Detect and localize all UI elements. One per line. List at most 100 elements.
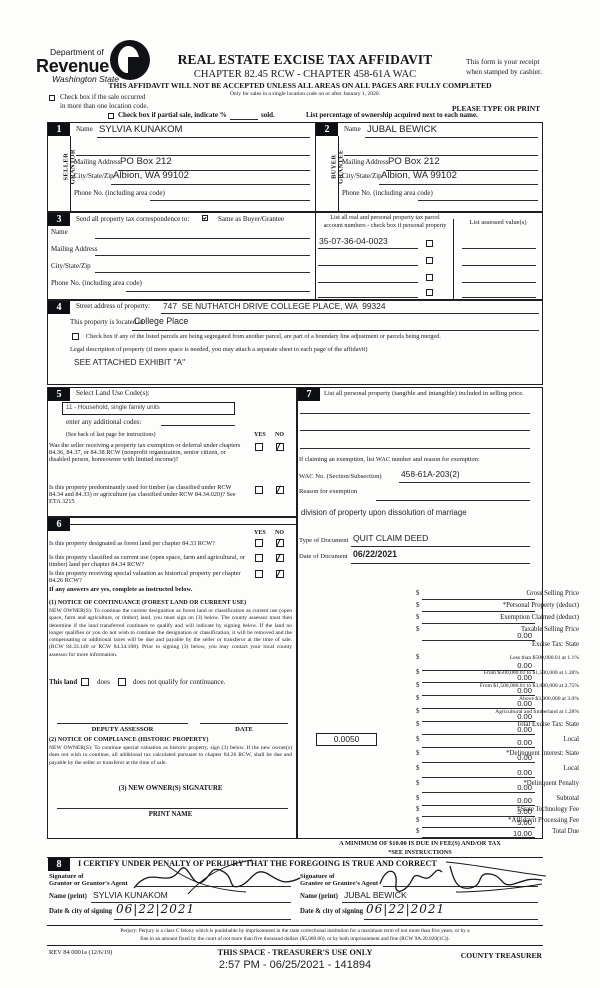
parcel-account-line-3[interactable] [318, 297, 418, 298]
assessed-value-line-2[interactable] [462, 282, 536, 283]
tax-label-14: *Delinquent Penalty [523, 780, 579, 787]
corr-citystatezip-line[interactable] [95, 272, 310, 273]
tax-dollar-5: $ [416, 654, 420, 661]
partial-sale-value-line[interactable] [230, 119, 258, 120]
tax-line-6[interactable] [422, 682, 535, 683]
section-6-q0-yes-checkbox[interactable] [255, 539, 263, 547]
section-8-number: 8 [48, 858, 70, 871]
parcel-header-line1: List all real and personal property tax … [330, 214, 440, 221]
reason-value[interactable]: division of property upon dissolution of… [301, 508, 467, 517]
partial-sale-checkbox[interactable] [108, 113, 114, 119]
section-5-q1-yes-checkbox[interactable] [255, 486, 263, 494]
parcel-header-line2: account numbers - check box if personal … [323, 222, 447, 229]
section-6-q1-yes-checkbox[interactable] [255, 554, 263, 562]
date-of-document-value[interactable]: 06/22/2021 [353, 549, 398, 559]
corr-name-line[interactable] [95, 238, 310, 239]
tax-value-13: 0.00 [517, 768, 532, 777]
personal-property-checkbox-3[interactable] [426, 289, 433, 296]
seller-name-value[interactable]: SYLVIA KUNAKOM [99, 124, 183, 135]
tax-line-2[interactable] [422, 623, 535, 624]
grantee-date-value[interactable]: 06|22|2021 [366, 902, 446, 916]
section-6-q0-no-checkbox[interactable] [276, 539, 284, 547]
additional-codes-line[interactable] [161, 425, 235, 426]
located-in-value[interactable]: College Place [134, 316, 189, 326]
tax-line-7[interactable] [422, 695, 535, 696]
tax-label-9: Agricultural and timberland at 1.28% [495, 709, 579, 715]
personal-property-checkbox-0[interactable] [426, 240, 433, 247]
seller-phone-line[interactable] [150, 200, 310, 201]
form-title: REAL ESTATE EXCISE TAX AFFIDAVIT [177, 52, 433, 67]
personal-property-checkbox-2[interactable] [426, 274, 433, 281]
street-address-line [161, 313, 539, 314]
local-rate-box[interactable] [316, 733, 377, 746]
buyer-mailing-value[interactable]: PO Box 212 [388, 156, 440, 167]
section-5-q0-no-checkbox[interactable] [276, 443, 284, 451]
does-not-qualify-checkbox[interactable] [118, 678, 126, 686]
does-qualify-checkbox[interactable] [81, 678, 89, 686]
section-5-q0-yes-checkbox[interactable] [255, 443, 263, 451]
legal-description-value[interactable]: SEE ATTACHED EXHIBIT "A" [74, 357, 186, 367]
section-6-q2-no-checkbox[interactable] [276, 570, 284, 578]
tax-line-18[interactable] [422, 837, 535, 838]
tax-line-15[interactable] [422, 805, 535, 806]
parcel-account-0[interactable]: 35-07-36-04-0023 [319, 236, 388, 246]
segregation-checkbox[interactable] [72, 333, 79, 340]
type-of-document-value[interactable]: QUIT CLAIM DEED [353, 533, 429, 543]
grantor-name-value[interactable]: SYLVIA KUNAKOM [93, 890, 168, 900]
seller-citystatezip-value[interactable]: Albion, WA 99102 [113, 170, 189, 181]
buyer-phone-line[interactable] [418, 200, 538, 201]
assessed-value-line-0[interactable] [462, 248, 536, 249]
deputy-date-line[interactable] [200, 723, 288, 724]
grantor-date-value[interactable]: 06|22|2021 [116, 902, 196, 916]
parcel-account-line-1[interactable] [318, 265, 418, 266]
corr-phone-line[interactable] [126, 291, 310, 292]
tax-line-0[interactable] [422, 599, 535, 600]
deputy-assessor-line[interactable] [57, 723, 188, 724]
tax-line-14[interactable] [422, 792, 535, 793]
perjury-line1: Perjury: Perjury is a class C felony whi… [120, 928, 470, 934]
street-address-value[interactable]: 747 SE NUTHATCH DRIVE COLLEGE PLACE, WA … [163, 301, 386, 311]
tax-line-5[interactable] [422, 670, 535, 671]
personal-property-line-2[interactable] [300, 448, 530, 449]
parcel-account-line-2[interactable] [318, 282, 418, 283]
tax-line-10[interactable] [422, 734, 535, 735]
tax-line-9[interactable] [422, 721, 535, 722]
reason-line-0[interactable] [376, 500, 530, 501]
same-as-buyer-checkbox[interactable] [202, 215, 208, 221]
grantee-signature-line[interactable] [383, 886, 538, 887]
tax-line-13[interactable] [422, 777, 535, 778]
notice1-title: (1) NOTICE OF CONTINUANCE (FOREST LAND O… [49, 599, 247, 606]
grantee-name-value[interactable]: JUBAL BEWICK [344, 890, 407, 900]
assessed-value-line-1[interactable] [462, 265, 536, 266]
tax-line-3[interactable] [422, 640, 535, 641]
personal-property-line-1[interactable] [300, 430, 530, 431]
tax-line-8[interactable] [422, 708, 535, 709]
buyer-name-value[interactable]: JUBAL BEWICK [367, 124, 438, 135]
section-6-q1-no-checkbox[interactable] [276, 554, 284, 562]
tax-dollar-10: $ [416, 721, 420, 728]
land-use-code-field[interactable] [62, 402, 235, 415]
tax-line-11[interactable] [422, 747, 535, 748]
multi-location-checkbox[interactable] [49, 95, 55, 101]
buyer-citystatezip-label: City/State/Zip [342, 172, 382, 180]
tax-line-1[interactable] [422, 611, 535, 612]
tax-line-16[interactable] [422, 816, 535, 817]
grantor-date-label: Date & city of signing [49, 908, 113, 915]
corr-name-label: Name [51, 228, 68, 236]
wac-value[interactable]: 458-61A-203(2) [401, 469, 460, 479]
seller-mailing-value[interactable]: PO Box 212 [120, 156, 172, 167]
assessed-value-line-3[interactable] [462, 297, 536, 298]
grantor-signature-line[interactable] [136, 886, 291, 887]
grantee-signature-label-line2: Grantee or Grantee's Agent [300, 880, 379, 887]
personal-property-line-0[interactable] [300, 413, 530, 414]
section-6-q2-yes-checkbox[interactable] [255, 570, 263, 578]
section-6-question-1: Is this property classified as current u… [49, 554, 245, 569]
tax-line-17[interactable] [422, 827, 535, 828]
personal-property-checkbox-1[interactable] [426, 257, 433, 264]
new-owner-signature-line[interactable] [57, 808, 288, 809]
tax-label-13: Local [563, 765, 579, 772]
section-5-q1-no-checkbox[interactable] [276, 486, 284, 494]
buyer-citystatezip-value[interactable]: Albion, WA 99102 [381, 170, 457, 181]
tax-line-12[interactable] [422, 762, 535, 763]
corr-mailing-line[interactable] [95, 255, 310, 256]
